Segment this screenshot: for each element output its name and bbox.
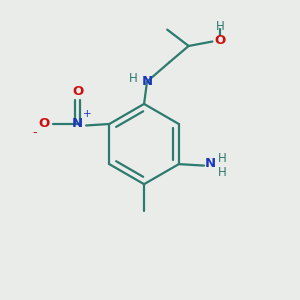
Text: O: O: [214, 34, 226, 47]
Text: N: N: [205, 157, 216, 170]
Text: H: H: [129, 72, 138, 85]
Text: N: N: [142, 75, 153, 88]
Text: N: N: [72, 118, 83, 130]
Text: H: H: [215, 20, 224, 33]
Text: H: H: [218, 152, 226, 165]
Text: H: H: [218, 166, 226, 178]
Text: O: O: [39, 118, 50, 130]
Text: O: O: [72, 85, 83, 98]
Text: +: +: [83, 110, 92, 119]
Text: -: -: [32, 126, 37, 139]
